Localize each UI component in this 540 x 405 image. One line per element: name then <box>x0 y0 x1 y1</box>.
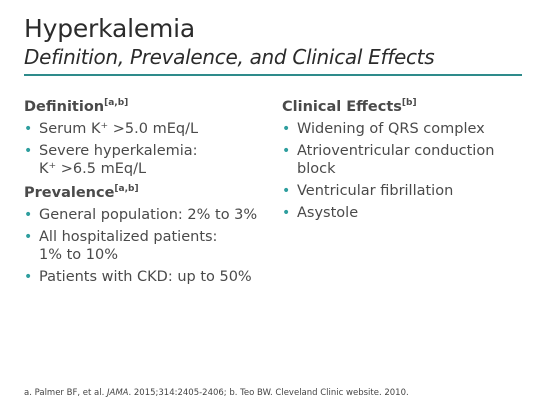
list-item: • Widening of QRS complex <box>282 120 522 138</box>
list-item-text: All hospitalized patients: 1% to 10% <box>39 229 218 263</box>
bullet-icon: • <box>282 205 291 221</box>
definition-list: • Serum K⁺ >5.0 mEq/L • Severe hyperkalemi… <box>24 120 269 178</box>
slide-subtitle: Definition, Prevalence, and Clinical Eff… <box>24 45 435 69</box>
list-item-text: Ventricular fibrillation <box>297 183 454 199</box>
footnote-part-1: a. Palmer BF, et al. <box>24 388 107 398</box>
clinical-effects-list: • Widening of QRS complex • Atrioventricul… <box>282 120 522 222</box>
left-column: Definition[a,b] • Serum K⁺ >5.0 mEq/L • Se… <box>24 98 269 290</box>
footnote-journal: JAMA <box>107 388 129 398</box>
list-item: • Asystole <box>282 204 522 222</box>
bullet-icon: • <box>24 269 33 285</box>
definition-heading-text: Definition <box>24 99 105 115</box>
prevalence-heading: Prevalence[a,b] <box>24 184 269 202</box>
list-item: • Patients with CKD: up to 50% <box>24 268 269 286</box>
list-item-text: Widening of QRS complex <box>297 121 485 137</box>
prevalence-heading-text: Prevalence <box>24 185 115 201</box>
list-item: • Atrioventricular conduction block <box>282 142 522 178</box>
prevalence-list: • General population: 2% to 3% • All hospi… <box>24 206 269 286</box>
list-item-text: Atrioventricular conduction block <box>297 143 495 177</box>
slide-title: Hyperkalemia <box>24 14 196 43</box>
list-item-text: Serum K⁺ >5.0 mEq/L <box>39 121 199 137</box>
list-item: • Ventricular fibrillation <box>282 182 522 200</box>
bullet-icon: • <box>282 183 291 199</box>
title-divider <box>24 74 522 76</box>
list-item-text: General population: 2% to 3% <box>39 207 258 223</box>
list-item: • Severe hyperkalemia: K⁺ >6.5 mEq/L <box>24 142 269 178</box>
bullet-icon: • <box>24 229 33 245</box>
clinical-effects-reference: [b] <box>401 98 417 109</box>
list-item: • Serum K⁺ >5.0 mEq/L <box>24 120 269 138</box>
definition-heading: Definition[a,b] <box>24 98 269 116</box>
footnote-citation: a. Palmer BF, et al. JAMA. 2015;314:2405… <box>24 388 409 398</box>
definition-reference: [a,b] <box>104 98 129 109</box>
right-column: Clinical Effects[b] • Widening of QRS com… <box>282 98 522 226</box>
bullet-icon: • <box>24 207 33 223</box>
prevalence-reference: [a,b] <box>114 184 139 195</box>
bullet-icon: • <box>282 121 291 137</box>
list-item-text: Asystole <box>297 205 359 221</box>
list-item: • General population: 2% to 3% <box>24 206 269 224</box>
footnote-part-2: . 2015;314:2405-2406; b. Teo BW. Clevela… <box>128 388 409 398</box>
list-item-text: Patients with CKD: up to 50% <box>39 269 252 285</box>
list-item: • All hospitalized patients: 1% to 10% <box>24 228 269 264</box>
bullet-icon: • <box>282 143 291 159</box>
list-item-text: Severe hyperkalemia: K⁺ >6.5 mEq/L <box>39 143 198 177</box>
bullet-icon: • <box>24 121 33 137</box>
clinical-effects-heading: Clinical Effects[b] <box>282 98 522 116</box>
bullet-icon: • <box>24 143 33 159</box>
clinical-effects-heading-text: Clinical Effects <box>282 99 402 115</box>
